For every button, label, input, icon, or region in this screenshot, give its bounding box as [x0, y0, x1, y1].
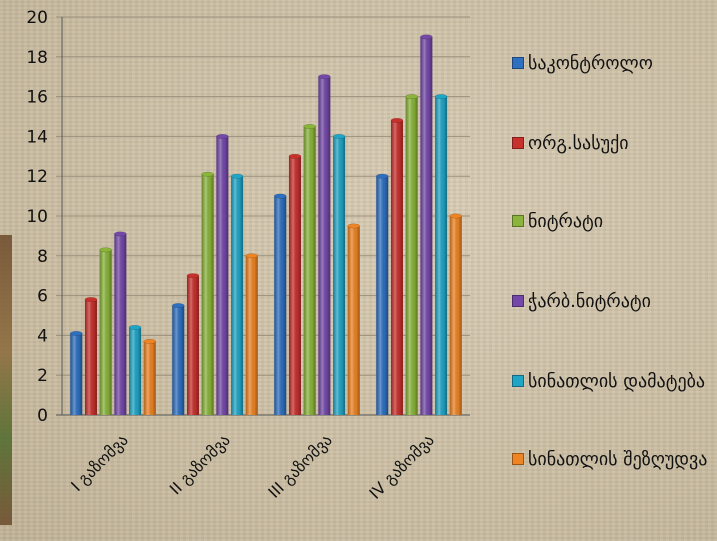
bar	[303, 124, 316, 415]
y-tick-label: 12	[26, 167, 48, 187]
legend-item: სინათლის შეზღუდვა	[512, 446, 708, 474]
bar	[449, 213, 462, 415]
bar	[70, 330, 83, 415]
y-tick-label: 18	[26, 48, 48, 68]
bar	[347, 223, 360, 415]
bar	[420, 34, 433, 416]
bar	[143, 338, 156, 415]
x-category-labels: I გაზომვა II გაზომვა III გაზომვა IV გაზომვა	[67, 430, 438, 502]
bar	[230, 173, 244, 415]
y-tick-label: 10	[26, 207, 48, 227]
bar	[172, 303, 185, 415]
legend-swatch	[512, 453, 524, 465]
legend-label: ნიტრატი	[528, 211, 604, 232]
legend-item: სინათლის დამატება	[512, 368, 708, 396]
bar	[99, 247, 112, 415]
bar	[274, 193, 287, 415]
bar	[332, 133, 346, 415]
bar	[390, 118, 404, 415]
bar	[128, 324, 142, 415]
bar	[376, 173, 389, 415]
y-tick-label: 14	[26, 127, 48, 147]
legend-label: ორგ.სასუქი	[528, 133, 629, 154]
y-tick-label: 2	[37, 366, 48, 386]
legend-label: საკონტროლო	[528, 53, 653, 74]
bar	[84, 297, 98, 415]
legend-item: საკონტროლო	[512, 50, 708, 78]
x-category-label: III გაზომვა	[264, 430, 335, 501]
x-category-label: I გაზომვა	[67, 430, 132, 495]
bar	[245, 253, 258, 415]
bar	[405, 94, 418, 415]
bar	[216, 133, 229, 415]
legend-label: ჭარბ.ნიტრატი	[528, 291, 651, 312]
y-tick-labels: 0 2 4 6 8 10 12 14 16 18 20	[26, 8, 48, 426]
legend-swatch	[512, 57, 524, 69]
legend: საკონტროლო ორგ.სასუქი ნიტრატი ჭარბ.ნიტრატი ს…	[512, 38, 717, 518]
legend-label: სინათლის შეზღუდვა	[528, 449, 708, 470]
y-tick-label: 8	[37, 247, 48, 267]
bars	[70, 34, 462, 416]
background-decoration	[0, 235, 12, 525]
y-tick-label: 0	[37, 406, 48, 426]
x-category-label: IV გაზომვა	[365, 430, 437, 502]
legend-swatch	[512, 295, 524, 307]
legend-label: სინათლის დამატება	[528, 371, 706, 392]
bar-chart: 0 2 4 6 8 10 12 14 16 18 20 I გაზომვა II გაზომვა III…	[26, 8, 470, 503]
bar	[114, 231, 127, 415]
y-tick-label: 6	[37, 287, 48, 307]
y-tick-label: 4	[37, 326, 48, 346]
legend-item: ნიტრატი	[512, 208, 708, 236]
x-category-label: II გაზომვა	[166, 430, 234, 498]
bar	[288, 153, 302, 416]
bar	[201, 171, 214, 415]
legend-swatch	[512, 215, 524, 227]
legend-item: ჭარბ.ნიტრატი	[512, 288, 708, 316]
y-tick-label: 20	[26, 8, 48, 28]
bar	[318, 74, 331, 415]
bar	[434, 94, 448, 415]
y-tick-label: 16	[26, 88, 48, 108]
legend-item: ორგ.სასუქი	[512, 130, 708, 158]
bar	[186, 273, 200, 415]
legend-swatch	[512, 137, 524, 149]
legend-swatch	[512, 375, 524, 387]
